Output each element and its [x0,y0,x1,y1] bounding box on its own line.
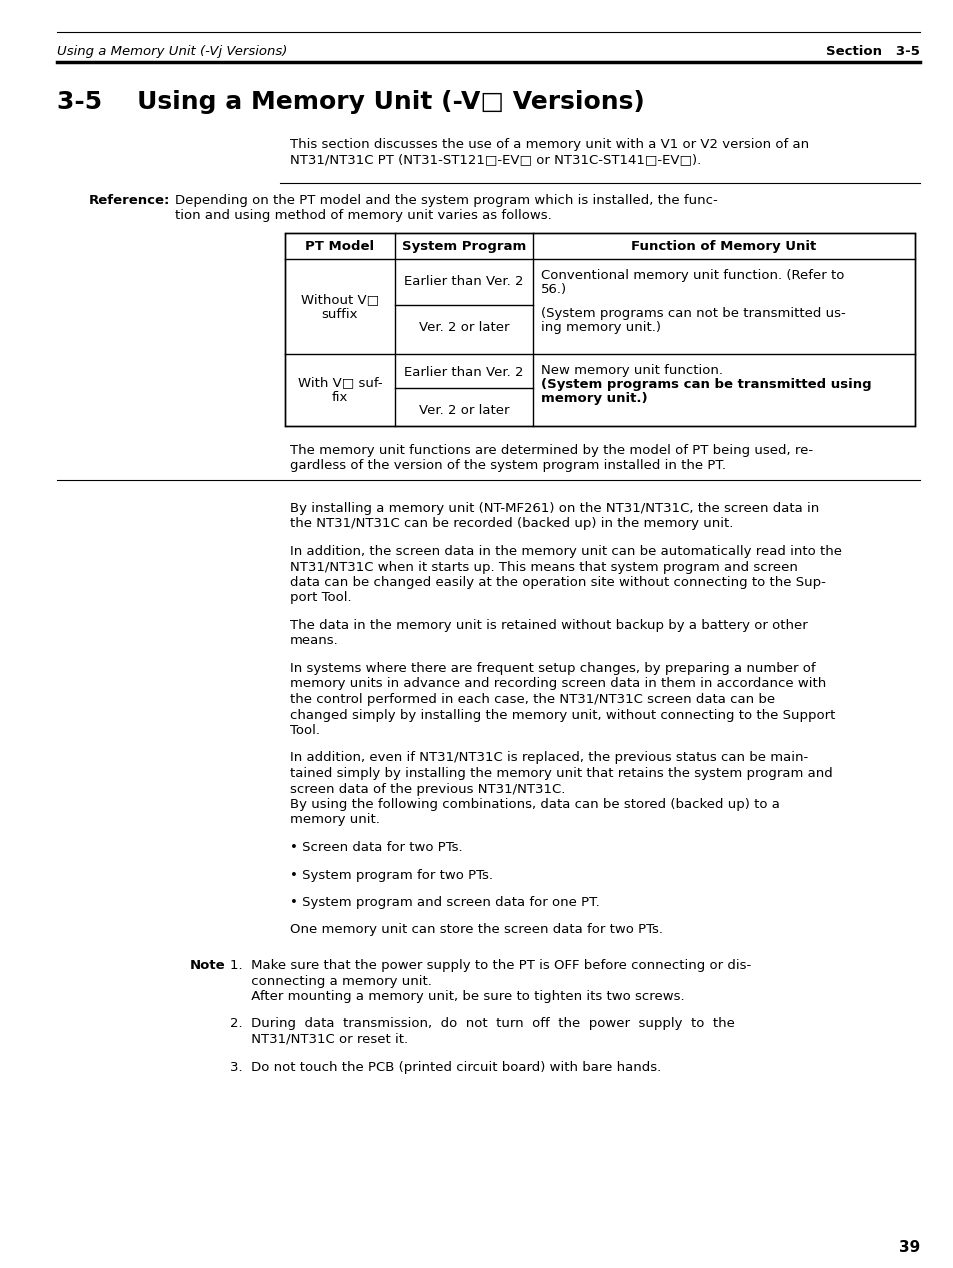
Text: This section discusses the use of a memory unit with a V1 or V2 version of an: This section discusses the use of a memo… [290,138,808,151]
Text: • Screen data for two PTs.: • Screen data for two PTs. [290,841,462,855]
Text: Function of Memory Unit: Function of Memory Unit [631,240,816,254]
Text: tion and using method of memory unit varies as follows.: tion and using method of memory unit var… [174,209,551,222]
Text: tained simply by installing the memory unit that retains the system program and: tained simply by installing the memory u… [290,767,832,780]
Text: The data in the memory unit is retained without backup by a battery or other: The data in the memory unit is retained … [290,619,807,631]
Text: connecting a memory unit.: connecting a memory unit. [230,975,432,988]
Text: New memory unit function.: New memory unit function. [540,364,722,377]
Text: In addition, even if NT31/NT31C is replaced, the previous status can be main-: In addition, even if NT31/NT31C is repla… [290,752,807,765]
Text: Ver. 2 or later: Ver. 2 or later [418,321,509,333]
Text: ing memory unit.): ing memory unit.) [540,321,660,333]
Text: 1.  Make sure that the power supply to the PT is OFF before connecting or dis-: 1. Make sure that the power supply to th… [230,959,750,973]
Text: 2.  During  data  transmission,  do  not  turn  off  the  power  supply  to  the: 2. During data transmission, do not turn… [230,1017,734,1031]
Text: In systems where there are frequent setup changes, by preparing a number of: In systems where there are frequent setu… [290,662,815,675]
Bar [285,233,914,426]
Text: 3-5    Using a Memory Unit (-V□ Versions): 3-5 Using a Memory Unit (-V□ Versions) [57,90,644,114]
Text: Using a Memory Unit (-Vj Versions): Using a Memory Unit (-Vj Versions) [57,44,287,58]
Text: (System programs can not be transmitted us-: (System programs can not be transmitted … [540,307,845,320]
Text: port Tool.: port Tool. [290,591,352,605]
Text: screen data of the previous NT31/NT31C.: screen data of the previous NT31/NT31C. [290,782,565,795]
Text: the NT31/NT31C can be recorded (backed up) in the memory unit.: the NT31/NT31C can be recorded (backed u… [290,517,733,530]
Text: memory units in advance and recording screen data in them in accordance with: memory units in advance and recording sc… [290,677,825,691]
Text: The memory unit functions are determined by the model of PT being used, re-: The memory unit functions are determined… [290,444,812,456]
Text: Without V□
suffix: Without V□ suffix [300,293,378,321]
Text: • System program for two PTs.: • System program for two PTs. [290,869,493,881]
Text: memory unit.): memory unit.) [540,392,647,404]
Text: One memory unit can store the screen data for two PTs.: One memory unit can store the screen dat… [290,923,662,937]
Text: (System programs can be transmitted using: (System programs can be transmitted usin… [540,378,871,391]
Text: NT31/NT31C when it starts up. This means that system program and screen: NT31/NT31C when it starts up. This means… [290,560,797,573]
Text: Tool.: Tool. [290,724,319,737]
Text: memory unit.: memory unit. [290,814,379,827]
Text: By using the following combinations, data can be stored (backed up) to a: By using the following combinations, dat… [290,798,779,812]
Text: By installing a memory unit (NT-MF261) on the NT31/NT31C, the screen data in: By installing a memory unit (NT-MF261) o… [290,502,819,515]
Text: data can be changed easily at the operation site without connecting to the Sup-: data can be changed easily at the operat… [290,576,825,590]
Text: 39: 39 [898,1240,919,1255]
Text: NT31/NT31C or reset it.: NT31/NT31C or reset it. [230,1033,408,1046]
Text: Conventional memory unit function. (Refer to: Conventional memory unit function. (Refe… [540,269,843,281]
Text: Depending on the PT model and the system program which is installed, the func-: Depending on the PT model and the system… [174,194,717,207]
Text: gardless of the version of the system program installed in the PT.: gardless of the version of the system pr… [290,459,725,472]
Text: Earlier than Ver. 2: Earlier than Ver. 2 [404,366,523,379]
Text: Reference:: Reference: [89,194,170,207]
Text: Ver. 2 or later: Ver. 2 or later [418,404,509,417]
Text: Section   3-5: Section 3-5 [825,44,919,58]
Text: means.: means. [290,634,338,648]
Text: With V□ suf-
fix: With V□ suf- fix [297,377,382,404]
Text: PT Model: PT Model [305,240,375,254]
Text: changed simply by installing the memory unit, without connecting to the Support: changed simply by installing the memory … [290,709,835,721]
Text: • System program and screen data for one PT.: • System program and screen data for one… [290,896,599,909]
Text: the control performed in each case, the NT31/NT31C screen data can be: the control performed in each case, the … [290,694,774,706]
Text: After mounting a memory unit, be sure to tighten its two screws.: After mounting a memory unit, be sure to… [230,990,684,1003]
Text: NT31/NT31C PT (NT31-ST121□-EV□ or NT31C-ST141□-EV□).: NT31/NT31C PT (NT31-ST121□-EV□ or NT31C-… [290,153,700,166]
Text: Earlier than Ver. 2: Earlier than Ver. 2 [404,275,523,288]
Text: Note: Note [190,959,226,973]
Text: 56.): 56.) [540,283,566,295]
Text: In addition, the screen data in the memory unit can be automatically read into t: In addition, the screen data in the memo… [290,545,841,558]
Text: 3.  Do not touch the PCB (printed circuit board) with bare hands.: 3. Do not touch the PCB (printed circuit… [230,1060,660,1074]
Text: System Program: System Program [401,240,525,254]
